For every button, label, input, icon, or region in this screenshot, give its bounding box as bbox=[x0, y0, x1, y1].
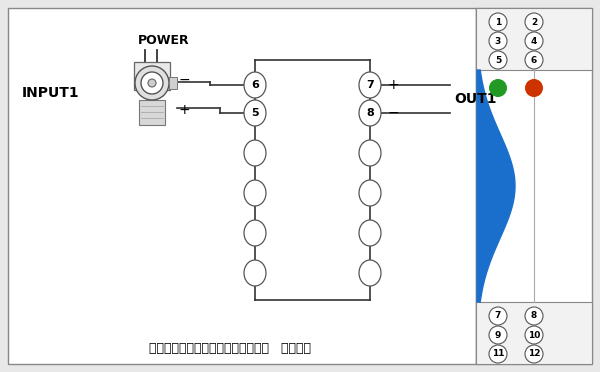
Circle shape bbox=[489, 307, 507, 325]
Text: OUT1: OUT1 bbox=[454, 92, 496, 106]
Ellipse shape bbox=[359, 72, 381, 98]
Text: −: − bbox=[179, 73, 191, 87]
Ellipse shape bbox=[359, 180, 381, 206]
Ellipse shape bbox=[359, 260, 381, 286]
Circle shape bbox=[525, 326, 543, 344]
Text: 5: 5 bbox=[251, 108, 259, 118]
Bar bbox=[476, 8, 592, 70]
Ellipse shape bbox=[244, 72, 266, 98]
Text: −: − bbox=[388, 106, 400, 120]
Text: 8: 8 bbox=[366, 108, 374, 118]
Circle shape bbox=[489, 32, 507, 50]
Text: 6: 6 bbox=[531, 55, 537, 64]
Text: 3: 3 bbox=[495, 36, 501, 45]
Text: +: + bbox=[388, 78, 400, 92]
Polygon shape bbox=[477, 70, 515, 302]
Text: 4: 4 bbox=[531, 36, 537, 45]
Bar bbox=[8, 8, 476, 364]
Ellipse shape bbox=[359, 220, 381, 246]
Text: 1: 1 bbox=[495, 17, 501, 26]
Text: 7: 7 bbox=[366, 80, 374, 90]
Circle shape bbox=[525, 51, 543, 69]
Circle shape bbox=[148, 79, 156, 87]
Circle shape bbox=[489, 326, 507, 344]
Ellipse shape bbox=[244, 220, 266, 246]
Text: 2: 2 bbox=[531, 17, 537, 26]
Text: 5: 5 bbox=[495, 55, 501, 64]
Bar bbox=[134, 62, 170, 90]
Ellipse shape bbox=[244, 140, 266, 166]
Circle shape bbox=[489, 13, 507, 31]
Bar bbox=[476, 8, 592, 364]
Circle shape bbox=[525, 79, 543, 97]
Circle shape bbox=[525, 307, 543, 325]
Text: 10: 10 bbox=[528, 330, 540, 340]
Ellipse shape bbox=[359, 140, 381, 166]
Ellipse shape bbox=[244, 180, 266, 206]
Text: POWER: POWER bbox=[138, 33, 190, 46]
Text: 无源信号隔离器（输入侧获取能量）   一入一出: 无源信号隔离器（输入侧获取能量） 一入一出 bbox=[149, 341, 311, 355]
Circle shape bbox=[489, 345, 507, 363]
Circle shape bbox=[489, 79, 507, 97]
Text: 7: 7 bbox=[495, 311, 501, 321]
Text: 11: 11 bbox=[492, 350, 504, 359]
Text: 6: 6 bbox=[251, 80, 259, 90]
Bar bbox=[476, 302, 592, 364]
Ellipse shape bbox=[244, 100, 266, 126]
Text: INPUT1: INPUT1 bbox=[22, 86, 80, 100]
Text: 9: 9 bbox=[495, 330, 501, 340]
Bar bbox=[169, 77, 177, 89]
Text: +: + bbox=[179, 103, 191, 117]
Circle shape bbox=[525, 13, 543, 31]
Text: 12: 12 bbox=[528, 350, 540, 359]
Text: 8: 8 bbox=[531, 311, 537, 321]
Circle shape bbox=[525, 32, 543, 50]
Circle shape bbox=[135, 66, 169, 100]
Circle shape bbox=[489, 51, 507, 69]
Bar bbox=[139, 100, 165, 125]
Ellipse shape bbox=[244, 260, 266, 286]
Ellipse shape bbox=[359, 100, 381, 126]
Circle shape bbox=[141, 72, 163, 94]
Circle shape bbox=[525, 345, 543, 363]
